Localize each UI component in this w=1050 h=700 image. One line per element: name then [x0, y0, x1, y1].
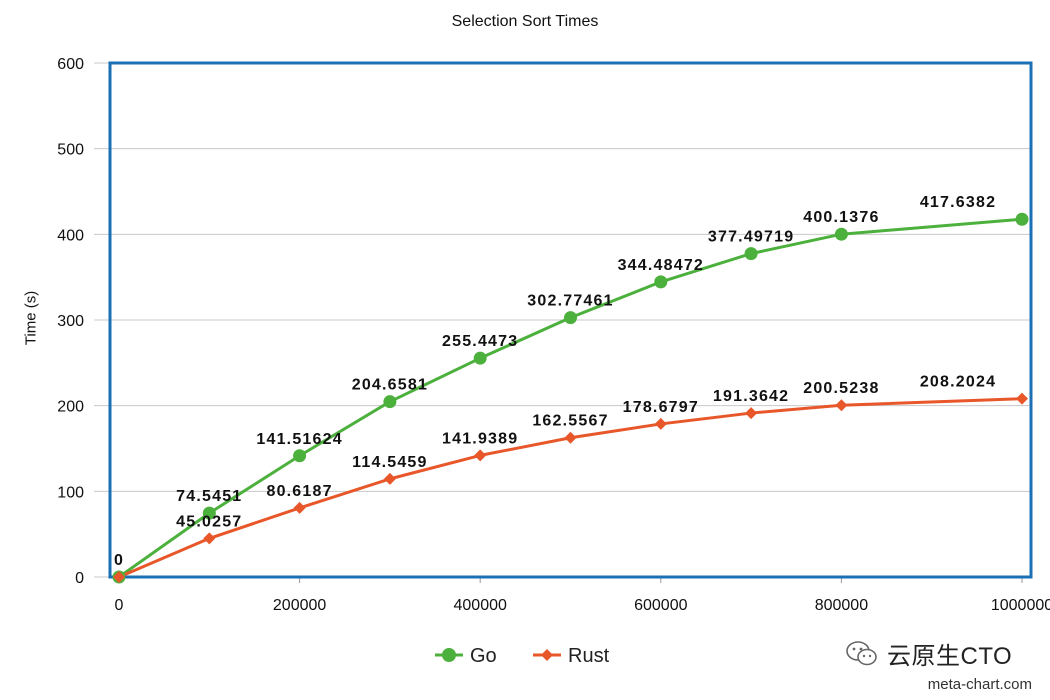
- x-tick-label: 400000: [454, 597, 507, 614]
- data-label-rust: 200.5238: [803, 380, 879, 397]
- point-go: [293, 449, 307, 463]
- point-rust: [654, 417, 667, 430]
- data-label-go: 344.48472: [618, 257, 704, 274]
- y-tick-label: 500: [57, 142, 84, 159]
- x-tick-label: 200000: [273, 597, 326, 614]
- data-label-go: 141.51624: [256, 431, 342, 448]
- point-rust: [293, 501, 306, 514]
- point-rust: [474, 449, 487, 462]
- data-label-rust: 114.5459: [352, 454, 427, 471]
- plot-border: [108, 61, 1033, 579]
- point-go: [383, 395, 397, 409]
- data-label-go: 400.1376: [803, 209, 879, 226]
- site-credit: meta-chart.com: [927, 676, 1032, 693]
- point-rust: [745, 407, 758, 420]
- point-rust: [835, 399, 848, 412]
- chart-title: Selection Sort Times: [451, 13, 599, 30]
- legend-layer[interactable]: Go Rust: [435, 645, 610, 667]
- y-tick-label: 300: [57, 313, 84, 330]
- series-line-go: [118, 217, 1023, 579]
- data-label-rust: 191.3642: [713, 388, 789, 405]
- point-rust: [113, 571, 125, 583]
- label-layer: 0 74.5451 141.51624 204.6581 255.4473 302.774…: [114, 194, 996, 569]
- legend-label: Rust: [568, 645, 610, 667]
- data-label-rust: 80.6187: [266, 483, 332, 500]
- point-rust: [203, 532, 216, 545]
- series-layer: [112, 212, 1029, 584]
- y-tick-label: 600: [57, 56, 84, 73]
- axis-layer: 0 100 200 300 400 500 600 0 200000 400000 600000 80…: [57, 56, 1050, 614]
- x-tick-label: 1000000: [991, 597, 1050, 614]
- point-rust: [564, 431, 577, 444]
- x-tick-label: 600000: [634, 597, 687, 614]
- data-label-go: 302.77461: [527, 293, 613, 310]
- y-tick-label: 400: [57, 227, 84, 244]
- legend-label: Go: [470, 645, 497, 667]
- point-go: [202, 506, 216, 520]
- data-label-rust: 208.2024: [920, 374, 996, 391]
- watermark-text: 云原生CTO: [887, 643, 1013, 670]
- data-label-rust: 45.0257: [176, 513, 242, 530]
- point-go: [654, 275, 668, 289]
- point-rust: [383, 472, 396, 485]
- data-label-rust: 141.9389: [442, 430, 518, 447]
- data-label-go: 377.49719: [708, 229, 794, 246]
- point-go: [564, 311, 577, 325]
- legend-marker-diamond: [541, 649, 553, 661]
- wechat-icon: [846, 640, 877, 665]
- data-label-go: 74.5451: [176, 488, 242, 505]
- data-label-go: 0: [114, 552, 124, 569]
- x-tick-label: 800000: [815, 597, 868, 614]
- y-tick-label: 200: [57, 399, 84, 416]
- legend-item-rust[interactable]: Rust: [533, 645, 610, 667]
- x-tick-label: 0: [115, 597, 124, 614]
- point-go: [834, 227, 848, 241]
- data-label-go: 417.6382: [920, 194, 996, 211]
- data-label-rust: 178.6797: [623, 399, 699, 416]
- data-label-rust: 162.5567: [532, 413, 608, 430]
- point-go: [1015, 212, 1029, 226]
- watermark: 云原生CTO: [845, 636, 1012, 671]
- point-go: [473, 351, 487, 365]
- point-go: [744, 247, 758, 261]
- data-label-go: 255.4473: [442, 333, 518, 350]
- y-tick-label: 0: [75, 570, 84, 587]
- series-line-rust: [118, 397, 1023, 579]
- point-rust: [1016, 392, 1028, 405]
- legend-marker-circle: [442, 648, 456, 662]
- data-label-go: 204.6581: [352, 377, 428, 394]
- legend-item-go[interactable]: Go: [435, 645, 497, 667]
- y-tick-label: 100: [57, 484, 84, 501]
